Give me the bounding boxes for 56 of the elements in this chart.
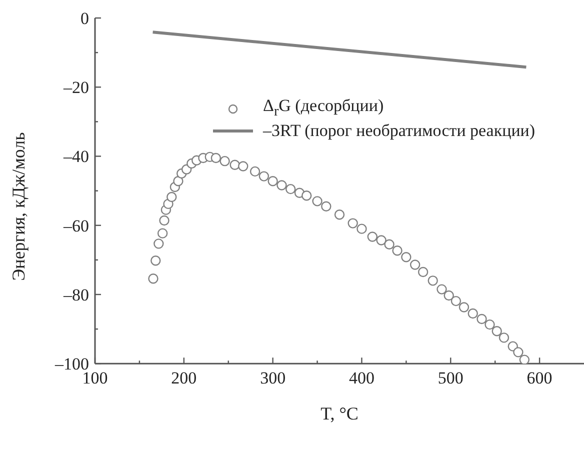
point	[220, 156, 230, 166]
point	[492, 326, 502, 336]
point	[428, 276, 438, 286]
point	[258, 171, 270, 182]
point	[519, 354, 530, 364]
point	[392, 245, 402, 256]
legend-label: Δ$_{r}$G (десорбции)	[263, 96, 384, 122]
point	[334, 210, 345, 220]
point	[238, 161, 248, 172]
x-tick-label: 200	[171, 368, 197, 388]
y-tick-label: –20	[62, 78, 89, 98]
x-tick-label: 300	[260, 368, 286, 388]
y-tick-label: –40	[62, 147, 89, 166]
y-tick-label: 0	[80, 9, 89, 28]
point	[276, 180, 287, 190]
point	[450, 296, 462, 306]
point	[458, 302, 470, 312]
y-tick-label: –60	[62, 216, 89, 236]
x-tick-label: 500	[438, 368, 464, 388]
point	[250, 166, 260, 177]
point	[436, 284, 447, 294]
point	[154, 238, 164, 249]
point	[418, 266, 428, 278]
point	[444, 290, 454, 301]
point	[498, 332, 510, 343]
point	[367, 232, 378, 242]
point	[410, 260, 420, 270]
point	[384, 239, 394, 250]
point	[150, 256, 161, 266]
x-tick-label: 100	[82, 368, 108, 388]
y-axis-title: Энергия, кДж/моль	[8, 132, 28, 281]
point	[484, 319, 495, 330]
point	[321, 201, 332, 212]
point	[159, 215, 170, 226]
point	[356, 224, 367, 234]
x-tick-label: 400	[348, 368, 374, 388]
point	[302, 190, 312, 201]
x-tick-label: 600	[526, 368, 552, 388]
point	[468, 308, 478, 319]
y-tick-label: –80	[62, 285, 89, 304]
point	[401, 252, 412, 262]
point	[312, 196, 322, 206]
point	[157, 228, 168, 238]
point	[286, 184, 296, 194]
point	[476, 314, 487, 324]
point	[166, 192, 177, 202]
point	[148, 273, 158, 284]
x-axis-title: T, °C	[320, 404, 358, 424]
point	[348, 218, 358, 228]
point	[376, 235, 386, 246]
point	[268, 176, 278, 186]
point	[210, 152, 222, 164]
point	[513, 347, 524, 358]
legend-label: –3RT (порог необратимости реакции)	[263, 121, 536, 142]
point	[173, 176, 184, 186]
point	[230, 160, 240, 170]
